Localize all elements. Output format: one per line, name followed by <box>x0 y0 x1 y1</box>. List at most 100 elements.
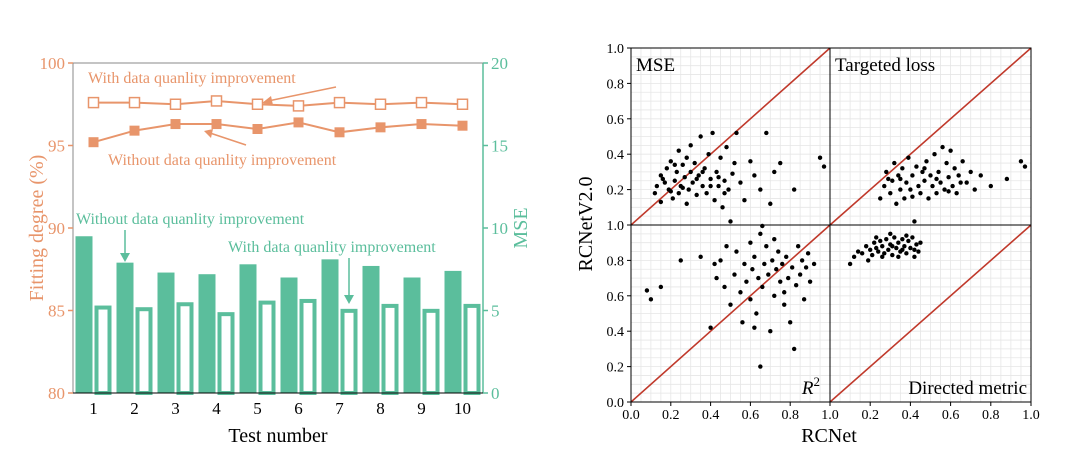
scatter-point <box>922 166 927 171</box>
scatter-point <box>754 311 759 316</box>
scatter-point <box>752 325 757 330</box>
left-chart-axes: 80 85 90 95 100 0 5 10 15 20 1 2 3 4 5 6 7 8 9 10 <box>40 54 509 418</box>
scatter-point <box>865 258 871 263</box>
scatter-point <box>890 244 895 249</box>
bar-series-group <box>75 236 481 396</box>
scatter-point <box>768 201 773 206</box>
scatter-point <box>774 267 779 272</box>
scatter-point <box>708 176 713 182</box>
scatter-point <box>742 198 747 203</box>
line-series-group <box>87 95 469 148</box>
scatter-point <box>978 173 983 178</box>
panel-label: Targeted loss <box>835 55 935 76</box>
scatter-point <box>654 183 660 189</box>
bar-without <box>198 274 216 393</box>
scatter-point <box>704 190 709 196</box>
scatter-point <box>748 297 753 302</box>
scatter-point <box>782 302 787 307</box>
scatter-y-tick-label: 1.0 <box>607 219 625 234</box>
scatter-point <box>884 169 889 175</box>
annotation-bar-with: With data quanlity improvement <box>228 239 436 256</box>
scatter-point <box>878 196 883 201</box>
marker-with <box>292 100 305 112</box>
scatter-point <box>898 187 903 192</box>
scatter-point <box>724 244 729 249</box>
scatter-point <box>896 254 901 260</box>
y-tick-label-left: 95 <box>48 137 65 156</box>
scatter-point <box>972 187 977 192</box>
scatter-point <box>732 272 737 277</box>
marker-with <box>251 98 264 110</box>
scatter-point <box>948 148 953 153</box>
scatter-point <box>672 162 677 168</box>
scatter-point <box>658 173 664 178</box>
bar-with <box>217 312 235 395</box>
scatter-point <box>868 247 873 252</box>
scatter-point <box>674 169 679 175</box>
marker-without <box>334 127 345 138</box>
scatter-x-tick-label: 0.4 <box>702 408 720 423</box>
scatter-point <box>738 290 743 295</box>
right-chart: MSE Targeted loss R2 Directed metric 0.2 0.4 0… <box>575 42 1040 447</box>
scatter-point <box>940 144 945 150</box>
bar-without <box>157 272 175 393</box>
bar-with <box>258 300 276 396</box>
scatter-point <box>799 258 805 263</box>
scatter-point <box>890 252 895 258</box>
scatter-point <box>956 173 961 178</box>
identity-line <box>829 224 1032 403</box>
scatter-point <box>728 219 733 224</box>
scatter-point <box>760 284 765 290</box>
scatter-point <box>680 185 685 191</box>
scatter-point <box>946 175 951 180</box>
scatter-x-tick-label: 0.2 <box>861 408 879 423</box>
scatter-point <box>694 176 699 182</box>
scatter-point <box>936 169 941 175</box>
scatter-point <box>718 155 723 160</box>
scatter-point <box>782 290 787 295</box>
marker-with <box>87 96 100 109</box>
scatter-point <box>682 175 687 180</box>
scatter-point <box>934 176 939 182</box>
scatter-point <box>960 159 965 164</box>
identity-line <box>630 47 831 226</box>
panel-border <box>829 224 1032 403</box>
scatter-point <box>920 169 925 175</box>
scatter-y-tick-label: 0.6 <box>607 113 625 128</box>
scatter-point <box>748 240 753 245</box>
x-tick-label: 6 <box>294 399 303 418</box>
annotation-bar-without: Without data quanlity improvement <box>76 211 305 228</box>
marker-without <box>170 119 181 130</box>
scatter-point <box>690 180 695 185</box>
scatter-point <box>752 173 757 178</box>
scatter-point <box>706 152 711 157</box>
scatter-point <box>894 245 899 251</box>
scatter-point <box>730 171 735 176</box>
scatter-point <box>742 261 747 267</box>
scatter-x-tick-label: 0.4 <box>902 408 920 423</box>
scatter-point <box>851 254 857 260</box>
scatter-point <box>740 320 745 325</box>
scatter-point <box>801 297 807 302</box>
scatter-point <box>924 159 929 164</box>
scatter-point <box>918 240 923 245</box>
scatter-point <box>908 187 913 192</box>
scatter-point <box>684 155 689 160</box>
scatter-point <box>870 252 875 258</box>
scatter-point <box>684 201 689 206</box>
x-tick-label: 9 <box>417 399 426 418</box>
scatter-x-axis-label: RCNet <box>801 425 857 447</box>
scatter-x-tick-label: 1.0 <box>1022 408 1040 423</box>
scatter-point <box>892 160 897 166</box>
annotation-arrow-line-without <box>209 132 247 146</box>
bar-with <box>176 302 194 395</box>
scatter-point <box>803 265 809 270</box>
scatter-point <box>938 180 943 185</box>
bar-without <box>444 270 462 393</box>
scatter-point <box>904 251 909 256</box>
scatter-x-tick-label: 0.0 <box>622 408 640 423</box>
scatter-point <box>714 169 719 175</box>
scatter-point <box>821 164 827 169</box>
scatter-point <box>863 244 869 249</box>
